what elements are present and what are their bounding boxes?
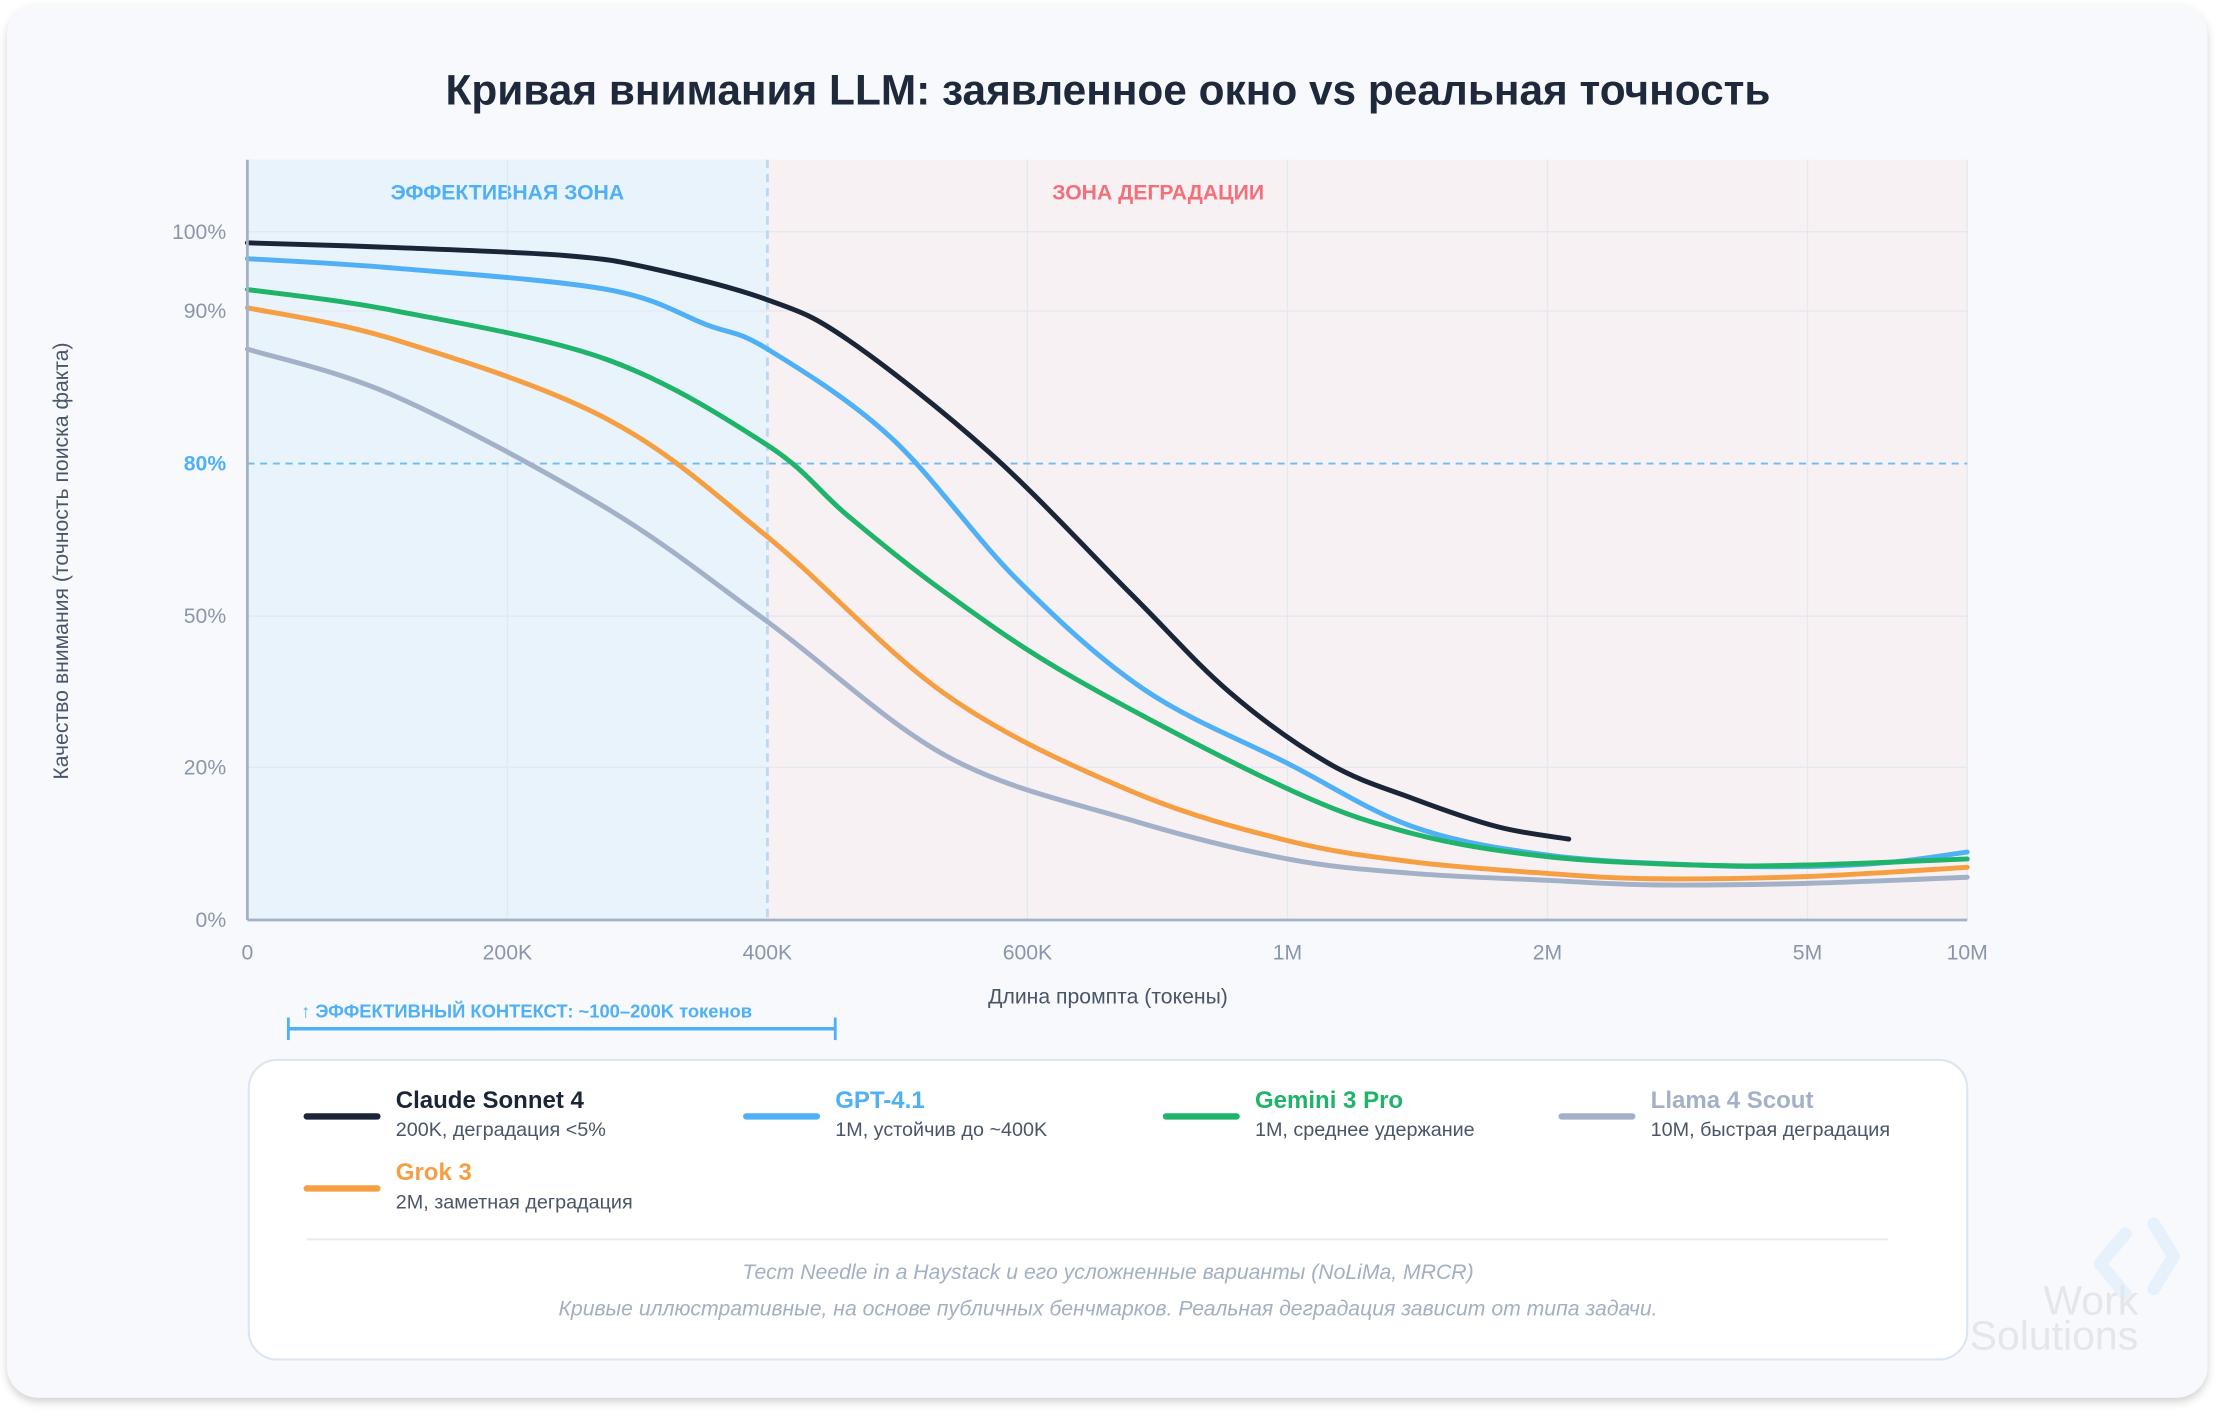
series-line-grok-3 (244, 305, 1970, 882)
y-tick-label: 20% (184, 756, 227, 779)
x-tick-label: 0 (241, 942, 253, 965)
legend-name: Claude Sonnet 4 (396, 1087, 585, 1114)
watermark-solutions: Solutions (1970, 1313, 2139, 1359)
y-tick-labels: 0% 20% 50% 80% 90% 100% (172, 221, 226, 932)
x-tick-label: 1M (1273, 942, 1302, 965)
series-lines (244, 240, 1970, 888)
gridlines (247, 159, 1968, 920)
legend-desc: 2M, заметная деградация (396, 1191, 633, 1213)
legend-desc: 1M, устойчив до ~400K (835, 1119, 1047, 1141)
footnote-2: Кривые иллюстративные, на основе публичн… (558, 1298, 1657, 1321)
legend-desc: 10M, быстрая деградация (1651, 1119, 1890, 1141)
y-tick-label: 80% (184, 453, 227, 476)
x-axis-label: Длина промпта (токены) (988, 985, 1228, 1008)
x-tick-label: 5M (1793, 942, 1822, 965)
legend-item: GPT-4.1 1M, устойчив до ~400K (743, 1087, 1047, 1141)
series-line-claude-sonnet-4 (244, 240, 1572, 842)
legend-name: GPT-4.1 (835, 1087, 924, 1114)
x-tick-label: 600K (1003, 942, 1052, 965)
chevron-right-icon (2147, 1217, 2180, 1296)
zone-1 (767, 159, 1968, 920)
legend-item: Claude Sonnet 4 200K, деградация <5% (303, 1087, 606, 1141)
x-tick-label: 10M (1947, 942, 1988, 965)
legend-name: Llama 4 Scout (1651, 1087, 1814, 1114)
legend-name: Gemini 3 Pro (1255, 1087, 1403, 1114)
y-axis-label: Качество внимания (точность поиска факта… (50, 342, 73, 779)
series-line-llama-4-scout (244, 346, 1970, 888)
watermark-work: Work (2043, 1277, 2138, 1323)
zones: ЭФФЕКТИВНАЯ ЗОНА ЗОНА ДЕГРАДАЦИИ (247, 159, 1968, 920)
y-tick-label: 0% (196, 909, 227, 932)
legend-name: Grok 3 (396, 1159, 472, 1186)
x-tick-label: 2M (1533, 942, 1562, 965)
x-tick-label: 200K (483, 942, 532, 965)
y-tick-label: 100% (172, 221, 226, 244)
legend-item: Llama 4 Scout 10M, быстрая деградация (1558, 1087, 1890, 1141)
chevron-left-icon (2093, 1227, 2132, 1301)
effective-context-label: ↑ ЭФФЕКТИВНЫЙ КОНТЕКСТ: ~100–200K токено… (301, 1000, 752, 1021)
legend-box: Claude Sonnet 4 200K, деградация <5% GPT-4… (247, 1058, 1969, 1361)
footnote-1: Тест Needle in a Haystack и его усложнен… (742, 1261, 1473, 1284)
chart-title: Кривая внимания LLM: заявленное окно vs … (446, 67, 1771, 114)
effective-context-annotation: ↑ ЭФФЕКТИВНЫЙ КОНТЕКСТ: ~100–200K токено… (286, 1000, 837, 1041)
reference-lines (247, 159, 1968, 920)
legend-desc: 1M, среднее удержание (1255, 1119, 1475, 1141)
x-tick-labels: 0 200K 400K 600K 1M 2M 5M 10M (241, 942, 1987, 965)
y-tick-label: 50% (184, 605, 227, 628)
legend-desc: 200K, деградация <5% (396, 1119, 606, 1141)
legend: Claude Sonnet 4 200K, деградация <5% GPT-4… (303, 1087, 1890, 1213)
legend-item: Gemini 3 Pro 1M, среднее удержание (1162, 1087, 1475, 1141)
x-tick-label: 400K (743, 942, 792, 965)
series-line-gemini-3-pro (244, 287, 1970, 869)
watermark-logo: Work Solutions (1970, 1217, 2180, 1359)
y-tick-label: 90% (184, 300, 227, 323)
legend-item: Grok 3 2M, заметная деградация (303, 1159, 633, 1213)
zone-label-1: ЗОНА ДЕГРАДАЦИИ (1052, 181, 1264, 204)
